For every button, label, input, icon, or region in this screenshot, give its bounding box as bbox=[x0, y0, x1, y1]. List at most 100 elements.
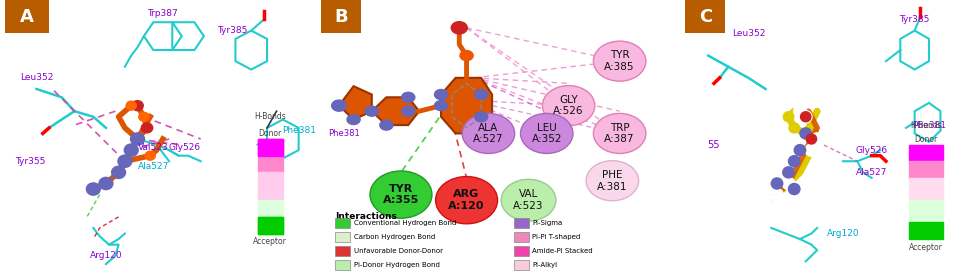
Bar bbox=[335, 246, 350, 256]
Circle shape bbox=[782, 177, 795, 190]
Bar bbox=[258, 217, 283, 234]
Text: VAL
A:523: VAL A:523 bbox=[513, 189, 543, 211]
FancyBboxPatch shape bbox=[685, 0, 725, 33]
Ellipse shape bbox=[45, 178, 155, 256]
Polygon shape bbox=[441, 78, 492, 133]
Circle shape bbox=[451, 22, 468, 34]
Ellipse shape bbox=[720, 39, 926, 228]
Circle shape bbox=[783, 112, 794, 122]
Text: Trp387: Trp387 bbox=[148, 9, 178, 18]
Text: Phe381: Phe381 bbox=[282, 126, 316, 135]
Bar bbox=[258, 156, 283, 172]
FancyBboxPatch shape bbox=[5, 0, 49, 33]
Circle shape bbox=[474, 90, 488, 100]
Text: Phe381: Phe381 bbox=[912, 121, 946, 130]
Text: Leu352: Leu352 bbox=[732, 29, 765, 38]
Text: Carbon Hydrogen Bond: Carbon Hydrogen Bond bbox=[354, 234, 434, 240]
Text: Interactions: Interactions bbox=[335, 212, 398, 221]
Circle shape bbox=[112, 166, 125, 178]
Text: Val523: Val523 bbox=[138, 143, 169, 152]
Text: Gly526: Gly526 bbox=[855, 146, 887, 155]
Text: TRP
A:387: TRP A:387 bbox=[605, 123, 635, 144]
Bar bbox=[909, 178, 943, 200]
Circle shape bbox=[789, 123, 799, 133]
Circle shape bbox=[801, 112, 811, 122]
Circle shape bbox=[124, 144, 138, 156]
Bar bbox=[258, 217, 283, 234]
Text: Unfavorable Donor-Donor: Unfavorable Donor-Donor bbox=[354, 248, 442, 254]
Circle shape bbox=[521, 113, 573, 153]
Circle shape bbox=[542, 86, 595, 126]
Circle shape bbox=[401, 92, 415, 102]
Circle shape bbox=[87, 183, 100, 195]
Bar bbox=[514, 260, 529, 270]
Ellipse shape bbox=[76, 31, 250, 191]
Circle shape bbox=[139, 112, 149, 121]
Bar bbox=[335, 218, 350, 228]
Text: LEU
A:352: LEU A:352 bbox=[532, 123, 562, 144]
Text: GLY
A:526: GLY A:526 bbox=[553, 95, 584, 116]
Text: Gly526: Gly526 bbox=[169, 143, 201, 152]
Bar bbox=[258, 200, 283, 217]
Circle shape bbox=[126, 101, 136, 110]
Circle shape bbox=[805, 144, 817, 156]
Bar bbox=[909, 161, 943, 178]
Text: PHE
A:381: PHE A:381 bbox=[597, 170, 628, 192]
Text: Phe381: Phe381 bbox=[329, 129, 360, 138]
Text: Pi-Pi T-shaped: Pi-Pi T-shaped bbox=[533, 234, 580, 240]
Circle shape bbox=[806, 134, 816, 144]
Text: ARG
A:120: ARG A:120 bbox=[448, 189, 485, 211]
Text: C: C bbox=[699, 8, 712, 26]
Circle shape bbox=[799, 111, 812, 123]
Bar bbox=[909, 222, 943, 239]
Text: Tyr385: Tyr385 bbox=[899, 15, 930, 24]
Circle shape bbox=[502, 179, 556, 221]
Circle shape bbox=[132, 101, 143, 111]
Text: Arg120: Arg120 bbox=[89, 251, 122, 260]
Bar bbox=[514, 218, 529, 228]
Circle shape bbox=[401, 106, 415, 116]
Bar bbox=[909, 200, 943, 222]
Circle shape bbox=[593, 41, 646, 81]
Circle shape bbox=[141, 123, 153, 133]
Polygon shape bbox=[371, 97, 419, 125]
Text: H-Bonds: H-Bonds bbox=[255, 112, 286, 121]
Circle shape bbox=[130, 133, 145, 145]
Bar bbox=[514, 246, 529, 256]
Text: Donor: Donor bbox=[259, 129, 282, 138]
Circle shape bbox=[99, 177, 113, 190]
Bar bbox=[258, 139, 283, 156]
Circle shape bbox=[474, 112, 488, 122]
Circle shape bbox=[811, 133, 823, 145]
Text: ALA
A:527: ALA A:527 bbox=[473, 123, 503, 144]
Text: Pi-Alkyl: Pi-Alkyl bbox=[533, 262, 557, 268]
Text: TYR
A:355: TYR A:355 bbox=[383, 184, 419, 205]
Circle shape bbox=[463, 113, 515, 153]
Circle shape bbox=[759, 194, 772, 206]
Bar bbox=[514, 232, 529, 242]
Circle shape bbox=[788, 183, 800, 195]
Text: Donor: Donor bbox=[915, 135, 938, 143]
Circle shape bbox=[772, 178, 782, 189]
Polygon shape bbox=[339, 86, 371, 120]
Bar bbox=[335, 232, 350, 242]
Text: Conventional Hydrogen Bond: Conventional Hydrogen Bond bbox=[354, 220, 456, 226]
Text: A: A bbox=[20, 8, 34, 26]
Circle shape bbox=[435, 177, 498, 224]
Bar bbox=[258, 139, 283, 156]
Text: Ala527: Ala527 bbox=[138, 162, 169, 171]
Bar bbox=[258, 172, 283, 200]
Circle shape bbox=[593, 113, 646, 153]
Text: H-Bonds: H-Bonds bbox=[910, 121, 942, 130]
Text: Pi-Sigma: Pi-Sigma bbox=[533, 220, 563, 226]
Text: B: B bbox=[334, 8, 348, 26]
Text: 55: 55 bbox=[708, 140, 720, 150]
Circle shape bbox=[800, 128, 812, 139]
Text: Ala527: Ala527 bbox=[856, 168, 887, 177]
Text: TYR
A:385: TYR A:385 bbox=[605, 50, 635, 72]
Circle shape bbox=[370, 171, 432, 218]
Bar bbox=[335, 260, 350, 270]
Circle shape bbox=[380, 120, 393, 130]
Text: Pi-Donor Hydrogen Bond: Pi-Donor Hydrogen Bond bbox=[354, 262, 439, 268]
Text: Arg120: Arg120 bbox=[826, 229, 859, 238]
